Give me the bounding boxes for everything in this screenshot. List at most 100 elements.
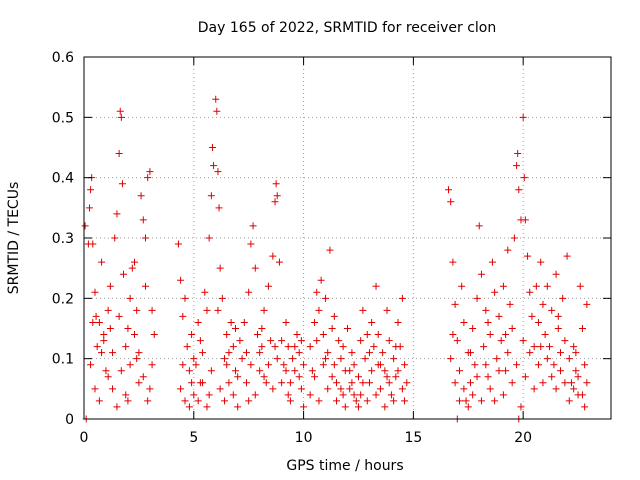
- data-point: [513, 162, 521, 170]
- data-point: [278, 337, 286, 345]
- y-tick-label: 0.3: [52, 231, 74, 247]
- y-tick-label: 0.2: [52, 291, 74, 307]
- data-point: [543, 355, 551, 363]
- data-point: [269, 385, 277, 393]
- data-point: [185, 367, 193, 375]
- data-point: [559, 294, 567, 302]
- data-point: [306, 391, 314, 399]
- data-point: [93, 343, 101, 351]
- data-point: [464, 403, 472, 411]
- data-point: [247, 240, 255, 248]
- data-point: [359, 306, 367, 314]
- data-point: [242, 379, 250, 387]
- data-point: [333, 379, 341, 387]
- data-point: [385, 379, 393, 387]
- data-point: [401, 397, 409, 405]
- data-point: [190, 355, 198, 363]
- data-point: [469, 325, 477, 332]
- data-point: [348, 349, 356, 357]
- data-point: [475, 222, 483, 230]
- data-point: [225, 349, 233, 357]
- data-point: [541, 331, 549, 339]
- data-point: [484, 318, 492, 326]
- data-point: [546, 343, 554, 351]
- data-point: [578, 325, 586, 332]
- data-point: [185, 403, 193, 411]
- data-point: [135, 349, 143, 357]
- data-point: [282, 318, 290, 326]
- data-point: [131, 331, 139, 339]
- data-point: [583, 300, 591, 308]
- data-point: [218, 294, 226, 302]
- data-point: [236, 337, 244, 345]
- axis-ticks: [83, 56, 611, 420]
- data-point: [282, 367, 290, 375]
- data-point: [394, 318, 402, 326]
- data-point: [92, 312, 100, 320]
- data-point: [139, 216, 147, 224]
- data-point: [337, 355, 345, 363]
- data-point: [581, 403, 589, 411]
- data-point: [210, 162, 218, 170]
- data-point: [451, 379, 459, 387]
- data-point: [89, 318, 97, 326]
- data-point: [524, 252, 532, 260]
- data-point: [85, 204, 93, 212]
- data-point: [225, 379, 233, 387]
- data-point: [532, 282, 540, 290]
- data-point: [87, 186, 95, 194]
- data-point: [295, 349, 303, 357]
- data-point: [227, 318, 235, 326]
- data-point: [89, 240, 97, 248]
- data-point: [313, 337, 321, 345]
- data-point: [216, 264, 224, 272]
- data-point: [271, 343, 279, 351]
- data-point: [203, 306, 211, 314]
- data-point: [293, 331, 301, 339]
- data-point: [315, 397, 323, 405]
- data-point: [188, 331, 196, 339]
- data-point: [267, 337, 275, 345]
- y-axis-label: SRMTID / TECUs: [6, 182, 22, 295]
- data-point: [322, 355, 330, 363]
- data-point: [339, 343, 347, 351]
- data-point: [543, 282, 551, 290]
- data-point: [403, 379, 411, 387]
- data-point: [272, 180, 280, 188]
- data-point: [229, 391, 237, 399]
- data-point: [258, 343, 266, 351]
- data-point: [122, 343, 130, 351]
- data-point: [221, 397, 229, 405]
- data-point: [240, 318, 248, 326]
- data-point: [253, 331, 261, 339]
- data-point: [519, 113, 527, 121]
- data-point: [300, 361, 308, 369]
- data-point: [515, 186, 523, 194]
- data-point: [561, 337, 569, 345]
- data-point: [144, 397, 152, 405]
- data-point: [308, 367, 316, 375]
- data-point: [106, 325, 114, 332]
- data-point: [174, 240, 182, 248]
- data-point: [328, 373, 336, 381]
- data-point: [506, 300, 514, 308]
- data-point: [473, 294, 481, 302]
- data-point: [583, 379, 591, 387]
- data-point: [337, 385, 345, 393]
- data-point: [365, 379, 373, 387]
- data-point: [526, 349, 534, 357]
- data-point: [311, 373, 319, 381]
- data-point: [535, 318, 543, 326]
- data-point: [493, 355, 501, 363]
- data-point: [528, 312, 536, 320]
- data-point: [390, 355, 398, 363]
- data-point: [273, 192, 281, 200]
- data-point: [133, 306, 141, 314]
- data-point: [354, 403, 362, 411]
- data-point: [216, 385, 224, 393]
- data-point: [504, 246, 512, 254]
- data-point: [214, 306, 222, 314]
- data-point: [148, 306, 156, 314]
- data-point: [379, 349, 387, 357]
- data-point: [504, 349, 512, 357]
